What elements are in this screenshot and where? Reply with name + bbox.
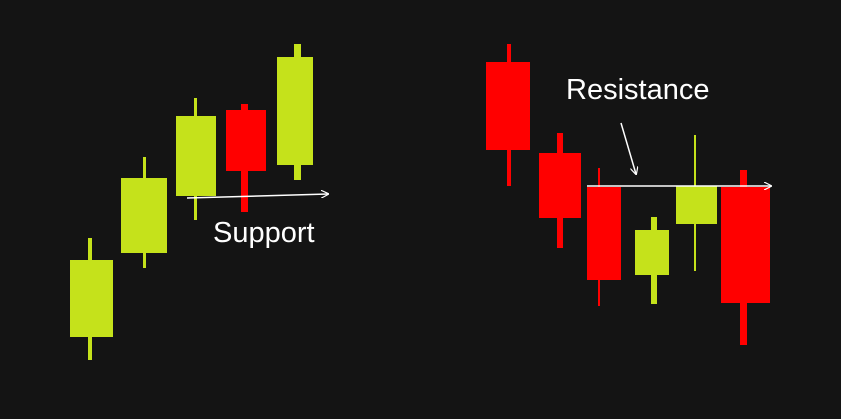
candle-body: [226, 110, 266, 171]
candle-body: [587, 187, 621, 280]
support-line: [186, 194, 328, 199]
candle-body: [121, 178, 167, 253]
candle-body: [676, 186, 717, 224]
candle-body: [539, 153, 581, 218]
candle-body: [635, 230, 669, 275]
support-label: Support: [213, 217, 315, 249]
resistance-label: Resistance: [566, 74, 709, 106]
support-candles: [70, 44, 313, 360]
candle-body: [277, 57, 313, 165]
resistance-candles: [486, 44, 770, 345]
resistance-pointer: [620, 122, 636, 174]
candle-body: [486, 62, 530, 150]
candle-body: [721, 187, 770, 303]
candle-body: [70, 260, 113, 337]
candle-body: [176, 116, 216, 196]
